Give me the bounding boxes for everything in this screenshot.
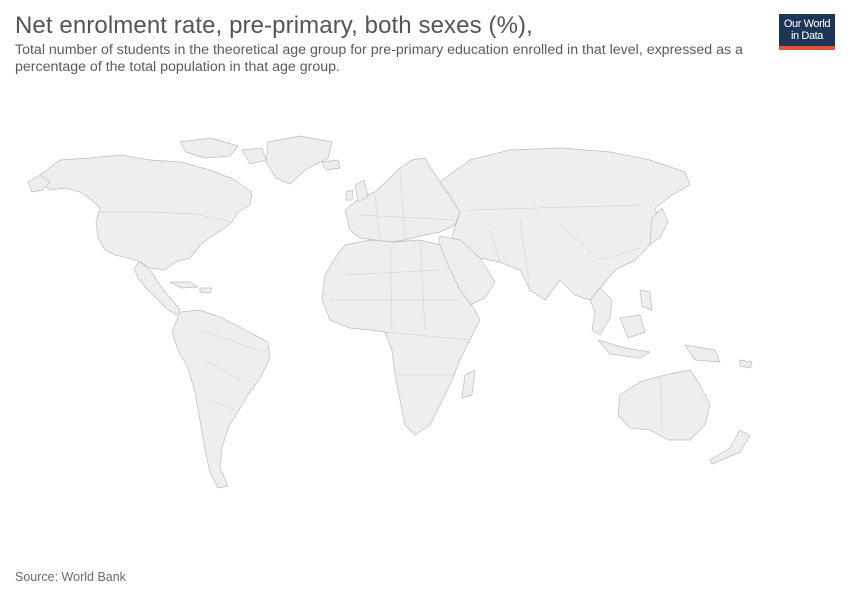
region-central-america[interactable]	[133, 261, 181, 316]
border-us-mexico	[127, 257, 151, 269]
border-sa-3	[209, 399, 236, 411]
region-japan[interactable]	[649, 207, 669, 245]
region-australia[interactable]	[617, 369, 711, 441]
border-europe-1	[374, 194, 381, 241]
border-sa-1	[199, 329, 261, 353]
region-new-guinea[interactable]	[684, 344, 721, 363]
border-asia-2	[519, 219, 531, 291]
logo-line-1: Our World	[783, 18, 831, 30]
border-us-canada	[100, 211, 233, 223]
region-alaska[interactable]	[27, 174, 51, 193]
border-asia-3	[559, 224, 641, 261]
chart-title: Net enrolment rate, pre-primary, both se…	[15, 12, 533, 39]
border-australia	[659, 377, 663, 431]
region-uk[interactable]	[354, 179, 369, 203]
border-asia-4	[489, 229, 501, 263]
owid-logo[interactable]: Our World in Data	[779, 14, 835, 50]
region-africa[interactable]	[321, 239, 481, 436]
border-africa-6	[419, 241, 426, 331]
border-africa-3	[384, 331, 471, 341]
border-asia-1	[469, 204, 641, 211]
region-europe[interactable]	[344, 157, 461, 243]
region-greenland[interactable]	[265, 135, 333, 185]
source-note: Source: World Bank	[15, 570, 126, 584]
region-south-america[interactable]	[171, 309, 271, 489]
border-europe-3	[359, 214, 456, 221]
region-hispaniola[interactable]	[199, 287, 213, 294]
region-indonesia[interactable]	[597, 339, 651, 359]
border-sa-2	[204, 359, 241, 381]
chart-subtitle: Total number of students in the theoreti…	[15, 42, 743, 75]
region-cuba[interactable]	[169, 281, 199, 289]
world-map	[27, 135, 753, 489]
logo-line-2: in Data	[790, 30, 824, 42]
region-iceland[interactable]	[321, 159, 341, 171]
region-philippines[interactable]	[639, 289, 653, 311]
region-pacific-islands[interactable]	[739, 359, 753, 369]
region-southeast-asia[interactable]	[589, 287, 613, 336]
region-north-america[interactable]	[39, 154, 253, 271]
region-ireland[interactable]	[345, 189, 354, 201]
region-borneo[interactable]	[619, 314, 646, 339]
region-new-zealand[interactable]	[709, 429, 751, 465]
border-africa-5	[389, 244, 393, 331]
region-madagascar[interactable]	[461, 369, 476, 399]
region-arctic-islands[interactable]	[179, 137, 239, 159]
border-europe-2	[399, 169, 406, 239]
region-arctic-island-2[interactable]	[241, 147, 267, 165]
border-africa-1	[344, 269, 441, 276]
